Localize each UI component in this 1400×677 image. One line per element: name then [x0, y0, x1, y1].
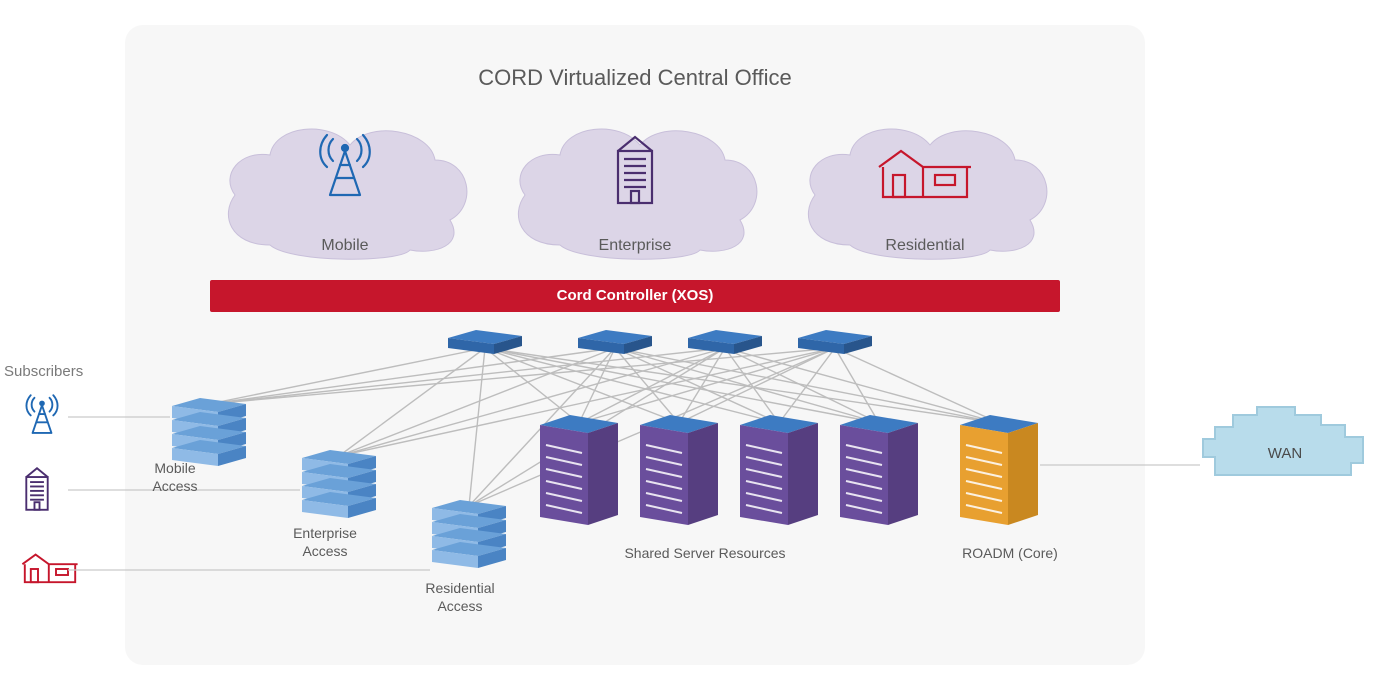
cloud-label-mobile: Mobile: [210, 237, 480, 255]
wan-label: WAN: [1185, 445, 1385, 462]
wan-cloud: WAN: [1185, 385, 1385, 495]
subscribers-title: Subscribers: [4, 363, 104, 380]
cloud-residential: Residential: [790, 105, 1060, 265]
sub-antenna-icon: [20, 394, 64, 443]
label-mobile-access: MobileAccess: [140, 460, 210, 495]
controller-bar: Cord Controller (XOS): [210, 280, 1060, 312]
diagram-title: CORD Virtualized Central Office: [125, 65, 1145, 91]
cloud-mobile: Mobile: [210, 105, 480, 265]
label-enterprise-access: EnterpriseAccess: [280, 525, 370, 560]
label-shared-servers: Shared Server Resources: [595, 545, 815, 563]
cloud-label-enterprise: Enterprise: [500, 237, 770, 255]
label-roadm: ROADM (Core): [940, 545, 1080, 563]
label-residential-access: ResidentialAccess: [410, 580, 510, 615]
house-icon: [790, 147, 1060, 203]
cloud-label-residential: Residential: [790, 237, 1060, 255]
sub-house-icon: [20, 552, 80, 591]
sub-building-icon: [20, 464, 54, 519]
cloud-enterprise: Enterprise: [500, 105, 770, 265]
antenna-icon: [210, 133, 480, 203]
building-icon: [500, 133, 770, 207]
